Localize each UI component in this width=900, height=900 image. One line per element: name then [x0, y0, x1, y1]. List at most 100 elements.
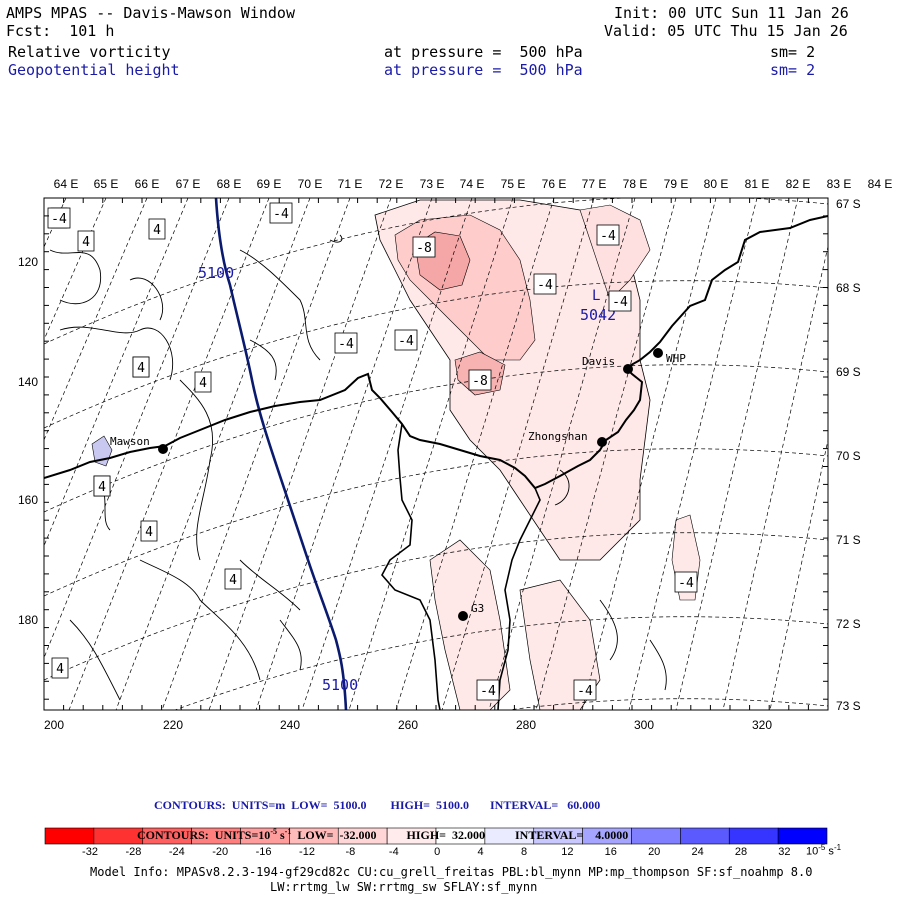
vorticity-caption-exp: -5 — [270, 827, 277, 836]
meridian-line — [535, 198, 677, 710]
graticule — [44, 198, 828, 710]
vorticity-label: -4 — [47, 207, 71, 229]
x-axis-label: 300 — [634, 718, 654, 732]
vorticity-label: -4 — [573, 679, 597, 701]
vorticity-label: 4 — [93, 475, 111, 497]
colorbar-segment — [728, 827, 779, 845]
top-longitude-label: 77 E — [582, 177, 607, 191]
colorbar — [44, 827, 828, 845]
vorticity-label-text: -4 — [678, 576, 694, 591]
low-pressure-mark: L — [592, 288, 600, 304]
vorticity-label: 4 — [140, 520, 158, 542]
colorbar-tick-label: 0 — [434, 846, 441, 858]
vorticity-contours — [49, 234, 667, 701]
parallel-line — [44, 364, 828, 513]
top-longitude-label: 78 E — [623, 177, 648, 191]
vorticity-label-text: 4 — [145, 525, 153, 540]
vorticity-label-box — [412, 236, 436, 258]
vorticity-caption-rest: LOW= -32.000 HIGH= 32.000 INTERVAL= 4.00… — [291, 828, 629, 842]
top-longitude-label: 70 E — [298, 177, 323, 191]
vorticity-label-box — [132, 356, 150, 378]
vorticity-label-text: -4 — [577, 684, 593, 699]
vorticity-label-text: 4 — [137, 361, 145, 376]
vorticity-caption-prefix: CONTOURS: UNITS=10 — [137, 828, 271, 842]
station-label-zhongshan: Zhongshan — [528, 430, 588, 443]
vorticity-label-text: -4 — [537, 278, 553, 293]
top-longitude-label: 74 E — [460, 177, 485, 191]
meridian-line — [348, 198, 514, 710]
x-axis-label: 220 — [163, 718, 183, 732]
colorbar-segment — [44, 827, 95, 845]
height-contour-5100 — [214, 198, 348, 710]
y-axis-label: 140 — [18, 375, 38, 389]
vorticity-label-box — [476, 679, 500, 701]
meridian-line — [44, 198, 148, 441]
colorbar-unit-s: s — [825, 845, 834, 858]
model-info: Model Info: MPASv8.2.3-194-gf29cd82c CU:… — [90, 865, 813, 879]
colorbar-tick-label: -32 — [82, 846, 98, 858]
field1-name: Relative vorticity — [8, 43, 171, 61]
axis-ticks — [43, 197, 828, 710]
meridian-line — [769, 438, 828, 710]
station-label-mawson: Mawson — [110, 435, 150, 448]
vorticity-label: -4 — [476, 679, 500, 701]
colorbar-tick-label: 12 — [561, 846, 574, 858]
vorticity-label-text: 4 — [153, 223, 161, 238]
vorticity-label: -4 — [533, 273, 557, 295]
vorticity-label: 4 — [132, 356, 150, 378]
top-longitude-label: 83 E — [827, 177, 852, 191]
vorticity-label-box — [77, 230, 95, 252]
vorticity-label-text: -4 — [612, 295, 628, 310]
vorticity-label-text: 4 — [229, 573, 237, 588]
vorticity-label-text: 4 — [82, 235, 90, 250]
parallel-line — [44, 448, 828, 597]
vorticity-label: -4 — [334, 332, 358, 354]
vorticity-label-box — [334, 332, 358, 354]
vorticity-label-box — [468, 369, 492, 391]
colorbar-tick-label: -4 — [388, 846, 399, 858]
top-longitude-label: 79 E — [664, 177, 689, 191]
station-label-g3: G3 — [471, 602, 484, 615]
meridian-line — [68, 198, 270, 710]
vorticity-label-box — [47, 207, 71, 229]
top-longitude-label: 68 E — [217, 177, 242, 191]
top-longitude-labels: 64 E 65 E 66 E 67 E 68 E 69 E 70 E 71 E 72 E 73 E… — [54, 177, 893, 191]
vorticity-label-box — [573, 679, 597, 701]
top-longitude-label: 67 E — [176, 177, 201, 191]
height-caption: CONTOURS: UNITS=m LOW= 5100.0 HIGH= 5100… — [154, 798, 601, 812]
right-latitude-label: 72 S — [836, 617, 861, 631]
vorticity-label-text: 4 — [98, 480, 106, 495]
colorbar-unit: 10-5 s-1 — [806, 843, 841, 858]
top-longitude-label: 71 E — [338, 177, 363, 191]
vorticity-label: -4 — [674, 571, 698, 593]
vorticity-label-box — [269, 202, 293, 224]
colorbar-tick-label: -8 — [345, 846, 356, 858]
vorticity-label-text: -4 — [338, 337, 354, 352]
right-latitude-labels: 67 S 68 S 69 S 70 S 71 S 72 S 73 S — [836, 197, 861, 713]
vorticity-labels: 444-44444444-4-4-8-4-4-4-8-4-4-4-44 — [47, 202, 698, 701]
colorbar-tick-label: -28 — [125, 846, 142, 858]
low-pressure-value: 5042 — [580, 306, 616, 324]
y-axis-labels: 120 140 160 180 — [18, 255, 38, 627]
parallel-line — [505, 698, 828, 710]
parallel-line — [44, 280, 828, 429]
meridian-line — [675, 198, 799, 710]
colorbar-tick-label: 8 — [520, 846, 528, 858]
right-latitude-label: 70 S — [836, 449, 861, 463]
vorticity-label: -4 — [394, 329, 418, 351]
colorbar-tick-label: -12 — [299, 846, 315, 858]
x-axis-label: 240 — [280, 718, 300, 732]
station-label-whp: WHP — [666, 352, 686, 365]
top-longitude-label: 69 E — [257, 177, 282, 191]
colorbar-unit-exp: -5 — [818, 843, 826, 852]
station-dot-zhongshan — [597, 437, 607, 447]
plot-title: AMPS MPAS -- Davis-Mawson Window — [6, 4, 295, 22]
coastline-inner — [497, 487, 541, 710]
vorticity-label-text: -4 — [480, 684, 496, 699]
vorticity-label: -8 — [468, 369, 492, 391]
colorbar-tick-label: 20 — [648, 846, 661, 858]
vorticity-label-text: -4 — [600, 229, 616, 244]
top-longitude-label: 75 E — [501, 177, 526, 191]
station-dot-mawson — [158, 444, 168, 454]
